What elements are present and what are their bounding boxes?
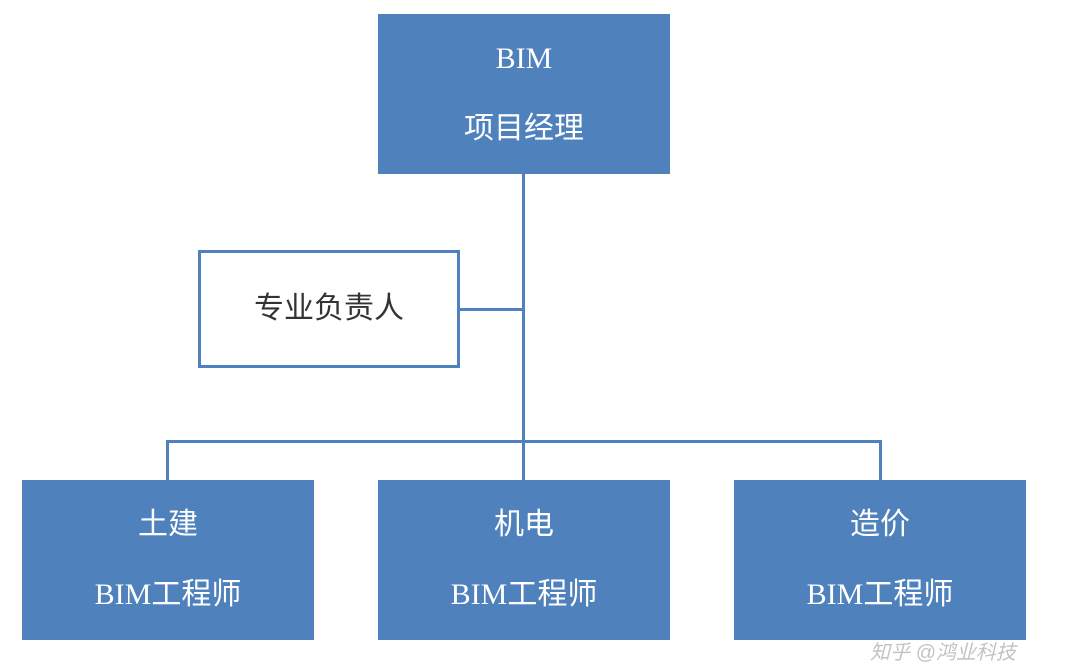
node-child-3-line1: 造价 [850, 507, 910, 543]
node-child-2-line1: 机电 [494, 507, 554, 543]
watermark-text: 知乎 @鸿业科技 [870, 636, 1016, 665]
node-root: BIM 项目经理 [378, 14, 670, 174]
node-child-1: 土建 BIM工程师 [22, 480, 314, 640]
node-child-1-line1: 土建 [138, 507, 198, 543]
connector-vertical-main [522, 174, 525, 480]
connector-vertical-right [879, 440, 882, 480]
node-root-line1: BIM [496, 41, 553, 77]
node-child-2-line2: BIM工程师 [451, 577, 598, 613]
node-root-line2: 项目经理 [464, 111, 584, 147]
node-side-line1: 专业负责人 [254, 291, 404, 327]
node-child-2: 机电 BIM工程师 [378, 480, 670, 640]
connector-horizontal-split [166, 440, 882, 443]
connector-vertical-left [166, 440, 169, 480]
node-child-3: 造价 BIM工程师 [734, 480, 1026, 640]
node-child-1-line2: BIM工程师 [95, 577, 242, 613]
node-child-3-line2: BIM工程师 [807, 577, 954, 613]
node-side: 专业负责人 [198, 250, 460, 368]
connector-horizontal-side [460, 308, 524, 311]
